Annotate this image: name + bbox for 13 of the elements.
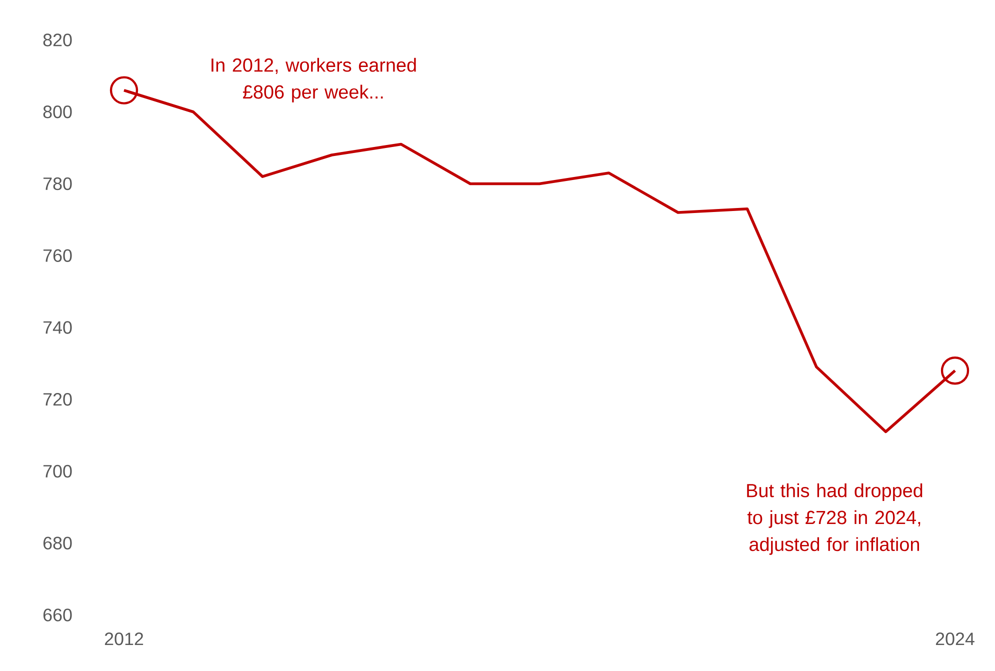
annotation: In 2012, workers earned £806 per week... bbox=[212, 58, 416, 102]
y-tick-label: 680 bbox=[43, 536, 72, 550]
y-tick-label: 780 bbox=[43, 177, 72, 190]
y-tick-label: 760 bbox=[43, 249, 72, 262]
y-tick-label: 800 bbox=[43, 106, 72, 118]
y-tick-label: 700 bbox=[43, 464, 72, 478]
y-tick-label: 720 bbox=[43, 393, 72, 406]
annotation: But this had dropped to just £728 in 2024, adjusted for inflation bbox=[747, 483, 922, 555]
x-tick-label: 2012 bbox=[104, 632, 144, 646]
y-tick-label: 660 bbox=[43, 608, 72, 622]
y-tick-label: 740 bbox=[43, 321, 72, 334]
x-tick-label: 2024 bbox=[936, 632, 974, 646]
y-tick-label: 820 bbox=[43, 34, 72, 46]
